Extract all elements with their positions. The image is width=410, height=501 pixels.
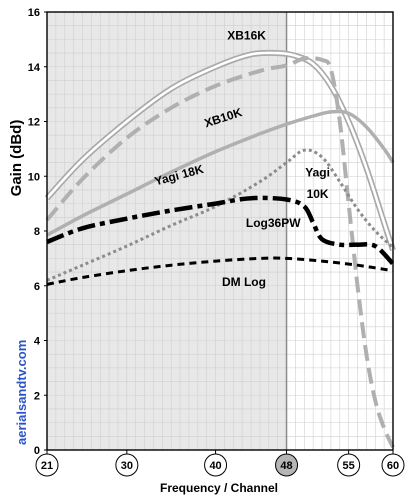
y-tick-label: 12 xyxy=(28,117,40,129)
channel-marker xyxy=(204,453,228,477)
channel-tick-label: 21 xyxy=(41,460,53,472)
channel-marker xyxy=(381,453,405,477)
y-tick-label: 2 xyxy=(34,390,40,402)
channel-tick-label: 40 xyxy=(209,460,221,472)
y-tick-label: 16 xyxy=(28,7,40,19)
y-axis-label: Gain (dBd) xyxy=(8,120,25,197)
y-tick-label: 0 xyxy=(34,445,40,457)
series-line-yagi-18k xyxy=(46,109,395,237)
watermark-text: aerialsandtv.com xyxy=(14,340,29,445)
series-annotation: 10K xyxy=(307,187,329,201)
channel-tick-label: 55 xyxy=(343,460,355,472)
series-line-xb16k-inner xyxy=(46,51,395,251)
y-tick-label: 6 xyxy=(34,281,40,293)
series-line-yagi-10k xyxy=(46,148,395,282)
series-annotation: Yagi xyxy=(305,165,330,179)
series-line-log36pw xyxy=(46,195,395,266)
channel-tick-label: 48 xyxy=(280,460,292,472)
series-line-dm-log xyxy=(46,256,394,286)
y-tick-label: 8 xyxy=(34,226,40,238)
channel-tick-label: 60 xyxy=(387,460,399,472)
series-annotation: DM Log xyxy=(222,275,266,289)
y-tick-label: 4 xyxy=(34,336,41,348)
y-tick-label: 10 xyxy=(28,171,40,183)
channel-marker xyxy=(337,453,361,477)
series-annotation: Log36PW xyxy=(246,216,301,230)
channel-marker xyxy=(275,453,299,477)
series-annotation: XB16K xyxy=(227,28,266,42)
channel-marker xyxy=(35,453,59,477)
channel-marker xyxy=(115,453,139,477)
series-line-xb10k xyxy=(45,56,395,449)
x-axis-label: Frequency / Channel xyxy=(160,481,278,495)
channel-tick-label: 30 xyxy=(121,460,133,472)
y-tick-label: 14 xyxy=(28,62,41,74)
